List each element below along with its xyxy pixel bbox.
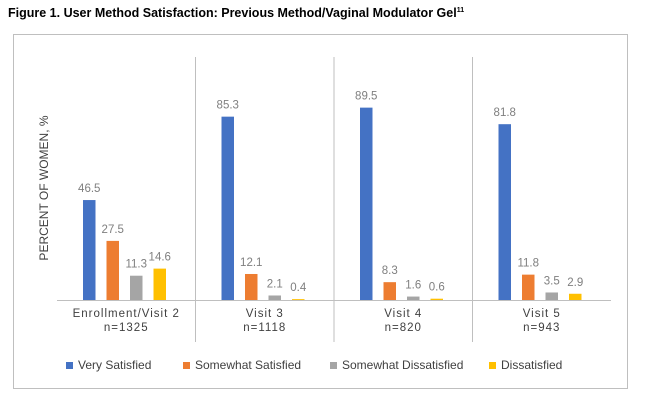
- x-tick-label: n=943: [523, 322, 560, 334]
- y-axis-label: PERCENT OF WOMEN, %: [37, 115, 51, 260]
- legend-label-somewhat-dissatisfied: Somewhat Dissatisfied: [342, 358, 463, 372]
- data-label-somewhat-satisfied: 12.1: [240, 257, 262, 269]
- x-tick-label: Visit 4: [384, 308, 422, 320]
- bar-somewhat-satisfied: [106, 240, 119, 300]
- bar-very-satisfied: [221, 116, 234, 300]
- legend-label-dissatisfied: Dissatisfied: [501, 358, 562, 372]
- bar-dissatisfied: [569, 293, 582, 300]
- data-label-somewhat-dissatisfied: 1.6: [405, 280, 421, 292]
- legend-swatch-dissatisfied: [489, 362, 496, 369]
- data-label-dissatisfied: 0.4: [290, 282, 307, 294]
- data-label-very-satisfied: 85.3: [217, 100, 239, 112]
- legend-label-somewhat-satisfied: Somewhat Satisfied: [195, 358, 301, 372]
- data-label-somewhat-satisfied: 11.8: [517, 258, 539, 270]
- bar-very-satisfied: [498, 124, 511, 300]
- figure-title-text: Figure 1. User Method Satisfaction: Prev…: [8, 6, 457, 20]
- x-tick-label: Enrollment/Visit 2: [73, 308, 180, 320]
- bar-somewhat-dissatisfied: [268, 295, 281, 300]
- data-label-very-satisfied: 81.8: [494, 107, 516, 119]
- x-tick-label: Visit 3: [246, 308, 284, 320]
- x-tick-label: n=820: [385, 322, 422, 334]
- bar-somewhat-satisfied: [383, 282, 396, 300]
- data-label-somewhat-dissatisfied: 2.1: [267, 278, 283, 290]
- data-label-dissatisfied: 2.9: [567, 277, 583, 289]
- bar-dissatisfied: [292, 299, 305, 300]
- bar-very-satisfied: [360, 107, 373, 300]
- data-label-somewhat-satisfied: 8.3: [382, 265, 398, 277]
- bar-somewhat-dissatisfied: [545, 292, 558, 300]
- data-label-somewhat-dissatisfied: 3.5: [544, 275, 560, 287]
- legend-label-very-satisfied: Very Satisfied: [78, 358, 151, 372]
- figure-title: Figure 1. User Method Satisfaction: Prev…: [8, 6, 464, 20]
- chart-frame: [13, 34, 628, 389]
- legend-swatch-somewhat-dissatisfied: [330, 362, 337, 369]
- legend-swatch-very-satisfied: [66, 362, 73, 369]
- bar-dissatisfied: [430, 298, 443, 300]
- figure-title-superscript: 11: [456, 6, 465, 14]
- data-label-very-satisfied: 46.5: [78, 183, 100, 195]
- legend-swatch-somewhat-satisfied: [183, 362, 190, 369]
- bar-dissatisfied: [153, 268, 166, 300]
- x-tick-label: n=1325: [104, 322, 149, 334]
- bar-somewhat-dissatisfied: [407, 296, 420, 300]
- x-tick-label: n=1118: [243, 322, 286, 334]
- data-label-somewhat-satisfied: 27.5: [102, 224, 124, 236]
- data-label-very-satisfied: 89.5: [355, 91, 377, 103]
- data-label-somewhat-dissatisfied: 11.3: [125, 259, 147, 271]
- bar-somewhat-satisfied: [245, 273, 258, 300]
- bar-somewhat-dissatisfied: [130, 275, 143, 300]
- bar-somewhat-satisfied: [522, 274, 535, 300]
- bar-very-satisfied: [83, 200, 96, 300]
- x-tick-label: Visit 5: [523, 308, 561, 320]
- data-label-dissatisfied: 0.6: [429, 282, 445, 294]
- data-label-dissatisfied: 14.6: [149, 252, 171, 264]
